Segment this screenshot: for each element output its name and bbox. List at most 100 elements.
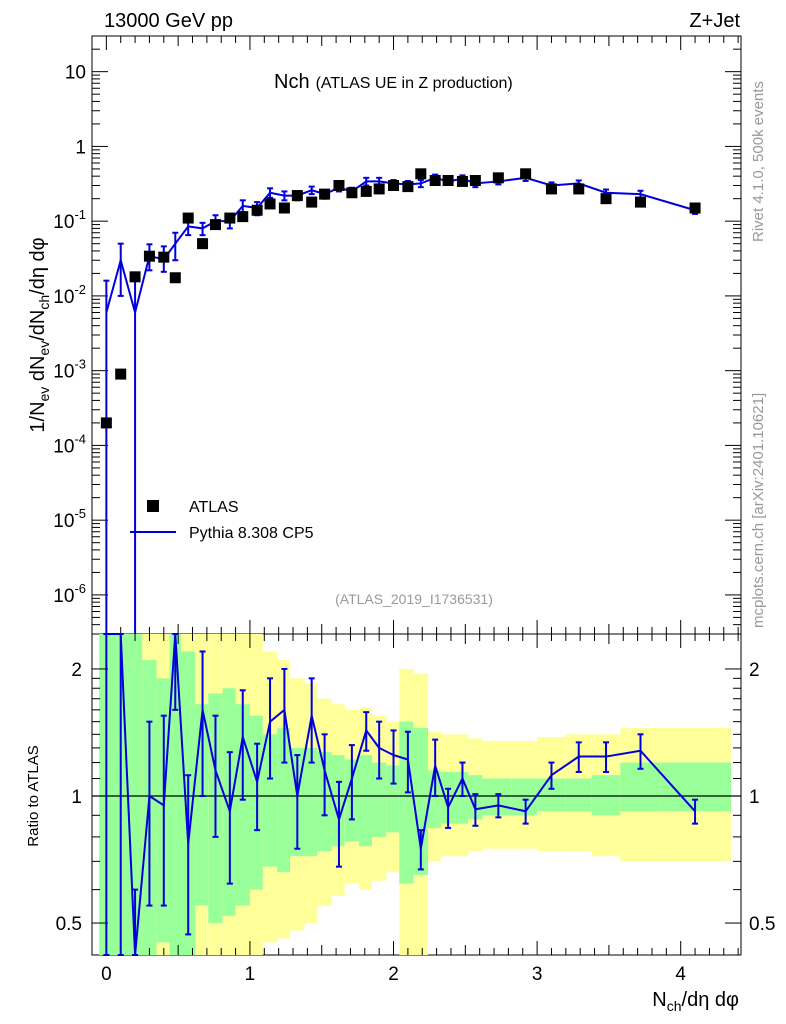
atlas-data-point (209, 219, 221, 231)
legend-atlas-marker (147, 500, 159, 512)
atlas-data-point (169, 272, 181, 284)
ratio-band-inner (277, 727, 291, 873)
main-y-tick-exponent: -1 (74, 207, 86, 222)
x-tick-label: 1 (245, 964, 256, 985)
ratio-y-tick-label-right: 1 (749, 787, 760, 808)
atlas-data-point (415, 168, 427, 180)
atlas-data-point (388, 180, 400, 191)
atlas-data-point (373, 183, 385, 195)
atlas-data-point (456, 175, 468, 187)
legend-pythia-label: Pythia 8.308 CP5 (189, 525, 314, 542)
ratio-band-inner (169, 634, 182, 955)
ratio-y-tick-label: 0.5 (56, 914, 82, 935)
main-y-tick-base: 10 (53, 287, 74, 308)
ratio-band-inner (262, 734, 278, 867)
atlas-data-point (251, 204, 263, 216)
ratio-data-marks (103, 633, 699, 956)
main-data-marks (100, 168, 701, 634)
ratio-axes: 0.5 0.5 1 1 2 2 0 1 2 3 4 (56, 634, 775, 985)
ratio-series-line (106, 633, 696, 956)
main-y-tick-base: 10 (53, 511, 74, 532)
ratio-band-inner (399, 721, 414, 884)
atlas-data-point (600, 193, 612, 205)
atlas-data-point (264, 198, 276, 210)
plot-title-name: Nch (274, 71, 310, 93)
atlas-data-point (100, 417, 112, 429)
atlas-data-point (278, 202, 290, 214)
x-tick-label: 0 (101, 964, 112, 985)
atlas-data-point (689, 202, 701, 214)
analysis-id: (ATLAS_2019_I1736531) (335, 591, 493, 607)
rivet-version-label: Rivet 4.1.0, 500k events (750, 81, 767, 242)
main-y-tick-base: 10 (53, 586, 74, 607)
energy-label: 13000 GeV pp (104, 10, 233, 32)
main-y-tick-base: 10 (53, 436, 74, 457)
mcplots-source-label: mcplots.cern.ch [arXiv:2401.10621] (750, 393, 767, 628)
main-y-tick-exponent: -6 (74, 581, 86, 596)
main-y-tick-label: 1 (75, 137, 86, 158)
ratio-y-tick-label-right: 0.5 (749, 914, 775, 935)
x-tick-label: 2 (388, 964, 399, 985)
main-y-tick-label: 10-1 (53, 207, 86, 233)
ratio-band-inner (413, 727, 428, 875)
legend: ATLAS Pythia 8.308 CP5 (130, 499, 314, 542)
x-axis-title: Nch/dη dφ (652, 989, 739, 1014)
main-y-tick-label: 10-4 (53, 431, 86, 457)
atlas-data-point (182, 212, 194, 224)
plot-title: Nch (ATLAS UE in Z production) (274, 71, 513, 93)
atlas-data-point (158, 251, 170, 263)
atlas-data-point (520, 168, 532, 180)
main-y-tick-label: 10 (65, 63, 86, 84)
main-y-tick-exponent: -2 (74, 282, 86, 297)
atlas-data-point (402, 181, 414, 193)
ratio-y-tick-label: 2 (71, 660, 82, 681)
atlas-data-point (237, 211, 249, 223)
atlas-data-point (429, 174, 441, 186)
x-tick-label: 4 (675, 964, 686, 985)
atlas-data-point (129, 271, 141, 283)
ratio-band-inner (371, 762, 387, 837)
main-y-tick-exponent: -4 (74, 431, 86, 446)
ratio-band-inner (591, 775, 621, 816)
atlas-data-point (333, 180, 345, 191)
atlas-data-point (319, 188, 331, 200)
main-y-tick-label: 10-6 (53, 581, 86, 607)
process-label: Z+Jet (689, 10, 740, 32)
atlas-data-point (492, 172, 504, 184)
atlas-data-point (469, 174, 481, 186)
main-y-tick-label: 10-3 (53, 357, 86, 383)
atlas-data-point (545, 183, 557, 195)
main-y-tick-exponent: -5 (74, 506, 86, 521)
main-y-tick-base: 10 (53, 212, 74, 233)
ratio-band-inner (386, 765, 400, 833)
ratio-band-inner (565, 778, 592, 812)
atlas-data-point (306, 196, 318, 208)
atlas-data-point (115, 368, 127, 380)
ratio-y-tick-label-right: 2 (749, 660, 760, 681)
x-tick-label: 3 (532, 964, 543, 985)
ratio-band-inner (359, 755, 372, 847)
atlas-data-point (143, 250, 155, 262)
ratio-band-inner (482, 778, 512, 816)
ratio-band-inner (620, 762, 661, 812)
ratio-uncertainty-bands (99, 634, 731, 955)
main-y-tick-base: 10 (53, 362, 74, 383)
atlas-data-point (573, 183, 585, 195)
ratio-band-inner (304, 747, 318, 857)
main-y-tick-label: 10-2 (53, 282, 86, 308)
atlas-data-point (224, 212, 236, 224)
legend-atlas-label: ATLAS (189, 499, 239, 516)
main-y-tick-label: 10-5 (53, 506, 86, 532)
atlas-data-point (360, 185, 372, 197)
atlas-data-point (291, 190, 303, 202)
ratio-y-tick-label: 1 (71, 787, 82, 808)
ratio-y-axis-title: Ratio to ATLAS (25, 745, 42, 846)
atlas-data-point (346, 187, 358, 199)
main-y-tick-exponent: -3 (74, 357, 86, 372)
main-y-axis-title: 1/Nev dNev/dNch/dη dφ (27, 237, 52, 432)
plot-title-subtitle: (ATLAS UE in Z production) (316, 75, 513, 92)
atlas-data-point (197, 238, 209, 250)
atlas-data-point (442, 174, 454, 186)
